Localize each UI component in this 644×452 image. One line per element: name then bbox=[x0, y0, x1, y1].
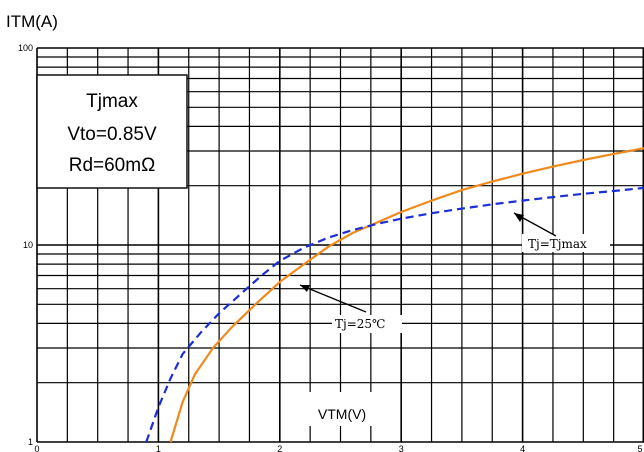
x-tick-label: 2 bbox=[277, 444, 282, 452]
x-tick-label: 0 bbox=[34, 444, 39, 452]
x-tick-label: 5 bbox=[637, 444, 642, 452]
annotation-tjmax: Tj=Tjmax bbox=[528, 237, 587, 251]
series-group bbox=[145, 147, 644, 443]
y-tick-label: 10 bbox=[23, 240, 33, 250]
annotation-tjmax-background bbox=[522, 234, 610, 252]
series-line-dashed bbox=[145, 186, 644, 443]
y-ticks: 1 10 100 bbox=[18, 43, 33, 447]
info-box: Tjmax Vto=0.85V Rd=60mΩ bbox=[36, 74, 188, 189]
annotation-tj25-arrow bbox=[299, 284, 367, 313]
annotation-tj25-arrowhead bbox=[300, 285, 310, 292]
y-tick-label: 1 bbox=[28, 437, 33, 447]
x-tick-label: 1 bbox=[156, 444, 161, 452]
annotation-tjmax-arrowhead bbox=[514, 213, 524, 222]
series-line-solid bbox=[169, 147, 644, 443]
x-tick-label: 4 bbox=[520, 444, 525, 452]
x-ticks: 0 1 2 3 4 5 bbox=[34, 444, 642, 452]
y-axis-label: ITM(A) bbox=[6, 12, 58, 31]
annotation-tj25: Tj=25℃ bbox=[335, 317, 385, 331]
x-axis-label: VTM(V) bbox=[318, 406, 366, 422]
info-box-line-vto: Vto=0.85V bbox=[67, 124, 157, 145]
info-box-line-tjmax: Tjmax bbox=[86, 91, 138, 112]
x-axis-label-background bbox=[302, 392, 382, 426]
info-box-line-rd: Rd=60mΩ bbox=[69, 155, 156, 176]
y-tick-label: 100 bbox=[18, 43, 33, 53]
annotation-tj25-background bbox=[332, 315, 402, 333]
x-tick-label: 3 bbox=[399, 444, 404, 452]
info-box-frame bbox=[36, 74, 188, 189]
